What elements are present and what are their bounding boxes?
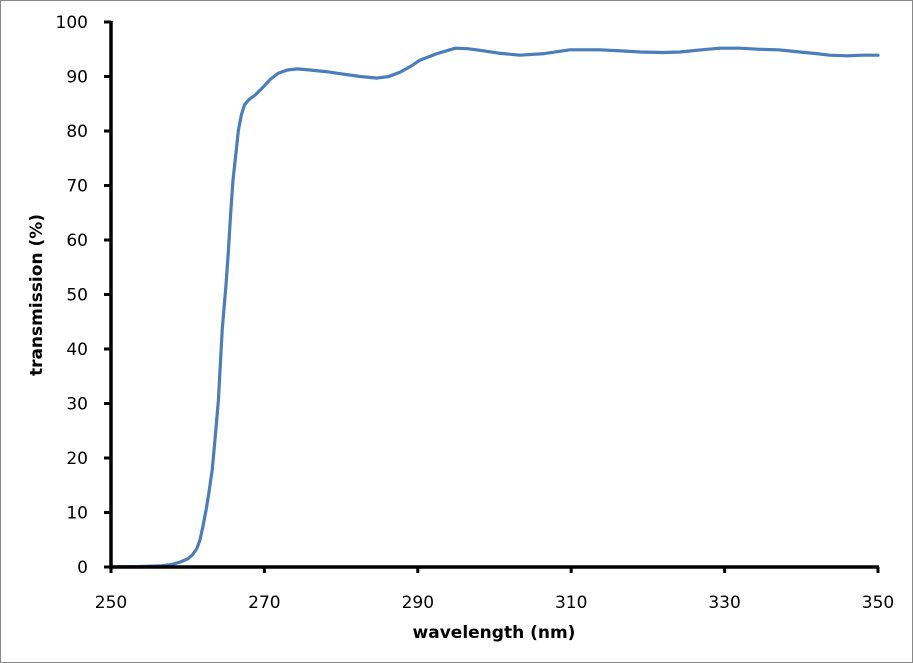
- y-tick-label: 100: [56, 13, 88, 33]
- series-line-0: [109, 46, 880, 569]
- x-axis-title: wavelength (nm): [413, 623, 576, 643]
- x-tick-label: 290: [402, 593, 434, 613]
- x-axis-ticks: 250 270 290 310 330 350: [95, 567, 894, 613]
- x-tick-label: 270: [248, 593, 280, 613]
- y-tick-label: 20: [66, 449, 88, 469]
- x-tick-label: 310: [555, 593, 587, 613]
- x-tick-label: 350: [862, 593, 894, 613]
- y-tick-label: 70: [66, 177, 88, 197]
- y-axis-ticks: 0 10 20 30 40 50 60 70 80 90 100: [56, 13, 111, 578]
- transmission-line: [109, 46, 880, 569]
- y-axis-title: transmission (%): [27, 214, 47, 376]
- x-tick-label: 250: [95, 593, 127, 613]
- y-tick-label: 40: [66, 340, 88, 360]
- y-tick-label: 60: [66, 231, 88, 251]
- y-tick-label: 10: [66, 504, 88, 524]
- y-tick-label: 30: [66, 395, 88, 415]
- y-tick-label: 0: [77, 558, 88, 578]
- y-tick-label: 50: [66, 286, 88, 306]
- y-tick-label: 90: [66, 68, 88, 88]
- x-tick-label: 330: [708, 593, 740, 613]
- y-tick-label: 80: [66, 122, 88, 142]
